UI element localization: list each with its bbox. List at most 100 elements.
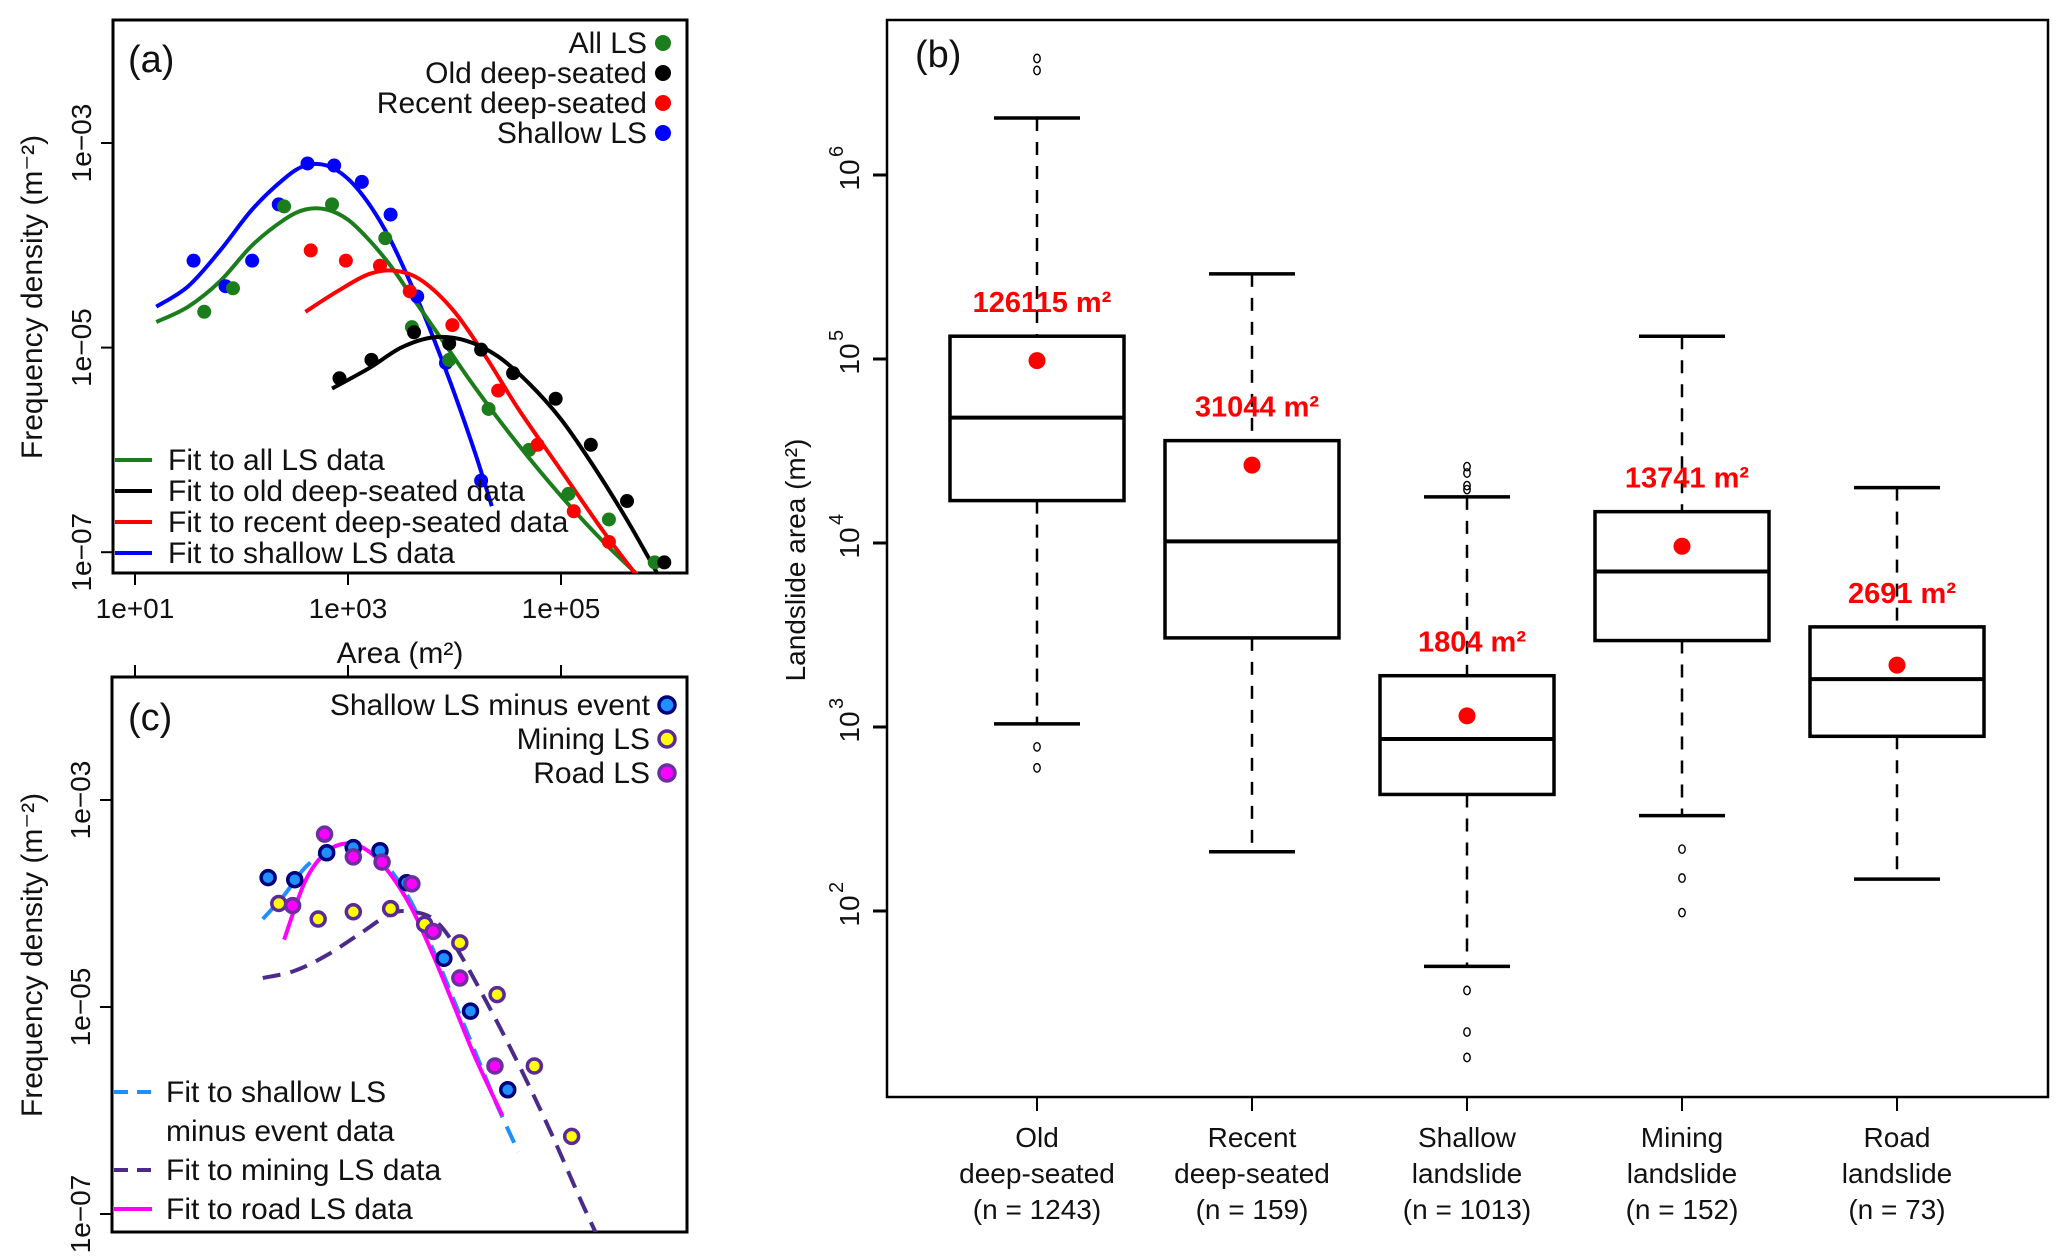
y-tick-label: 105 bbox=[826, 330, 865, 375]
panel-b-frame bbox=[885, 18, 2050, 1099]
data-point bbox=[601, 512, 616, 527]
y-tick-label: 1e−07 bbox=[65, 1175, 96, 1254]
data-point bbox=[245, 253, 260, 268]
data-point bbox=[474, 473, 489, 488]
y-tick-exponent: 4 bbox=[826, 514, 848, 525]
legend-line-label: Fit to all LS data bbox=[168, 444, 385, 477]
y-tick-label: 1e−07 bbox=[66, 513, 97, 592]
outlier-point bbox=[1463, 468, 1471, 478]
y-tick-base: 10 bbox=[834, 711, 865, 742]
data-point bbox=[300, 156, 315, 171]
data-point bbox=[561, 486, 576, 501]
legend-marker bbox=[655, 95, 671, 111]
mean-label: 1804 m² bbox=[1418, 627, 1526, 659]
y-tick-label: 102 bbox=[826, 882, 865, 927]
data-point bbox=[530, 437, 545, 452]
data-point bbox=[435, 949, 453, 968]
data-point bbox=[548, 391, 563, 406]
legend-line-label: Fit to shallow LS bbox=[166, 1076, 386, 1109]
legend-label: Old deep-seated bbox=[425, 57, 647, 90]
y-tick-label: 1e−05 bbox=[66, 308, 97, 387]
fit-line-fit-to-shallow-ls-data bbox=[155, 161, 494, 507]
data-point bbox=[403, 875, 421, 893]
y-tick-base: 10 bbox=[834, 343, 865, 374]
legend-marker bbox=[657, 729, 677, 749]
x-tick-label: Old bbox=[1015, 1122, 1059, 1153]
data-point bbox=[325, 197, 340, 212]
legend-label: Shallow LS minus event bbox=[330, 689, 651, 722]
y-tick-base: 10 bbox=[834, 159, 865, 190]
data-point bbox=[327, 158, 342, 173]
x-tick-label: landslide bbox=[1842, 1158, 1953, 1189]
data-point bbox=[286, 870, 304, 889]
outlier-point bbox=[1463, 1052, 1471, 1063]
x-tick-label: 1e+03 bbox=[309, 593, 388, 624]
legend-label: All LS bbox=[569, 27, 647, 60]
mean-label: 31044 m² bbox=[1195, 392, 1319, 424]
data-point bbox=[402, 284, 417, 299]
outlier-point bbox=[1463, 461, 1471, 472]
legend-line-label: Fit to old deep-seated data bbox=[168, 475, 525, 508]
outlier-point bbox=[1463, 985, 1471, 996]
legend-line-label: Fit to recent deep-seated data bbox=[168, 506, 569, 539]
x-tick-label: 1e+05 bbox=[522, 593, 601, 624]
panel-b-label: (b) bbox=[915, 34, 961, 76]
legend-label: Mining LS bbox=[517, 723, 650, 756]
box-group: 13741 m² bbox=[1593, 334, 1771, 918]
fit-line-fit-to-shallow-ls-minus-event-data bbox=[261, 844, 521, 1153]
iqr-box bbox=[1593, 509, 1771, 643]
data-point bbox=[451, 969, 469, 987]
y-tick-exponent: 2 bbox=[826, 882, 848, 893]
mean-point bbox=[1028, 352, 1046, 370]
panel-c-y-axis-label: Frequency density (m⁻²) bbox=[16, 793, 49, 1117]
mean-label: 13741 m² bbox=[1625, 463, 1749, 495]
data-point bbox=[259, 868, 277, 887]
data-point bbox=[317, 844, 336, 862]
data-point bbox=[474, 342, 489, 357]
legend-marker bbox=[655, 125, 671, 141]
outlier-point bbox=[1033, 53, 1041, 64]
data-point bbox=[381, 899, 400, 918]
box-group: 31044 m² bbox=[1163, 272, 1341, 854]
iqr-box bbox=[1378, 673, 1556, 797]
data-point bbox=[601, 534, 616, 549]
outlier-point bbox=[1033, 65, 1041, 76]
mean-label: 126115 m² bbox=[973, 287, 1112, 319]
data-point bbox=[354, 174, 369, 189]
legend-line-label: minus event data bbox=[166, 1115, 395, 1148]
legend-label: Recent deep-seated bbox=[377, 87, 647, 120]
data-point bbox=[488, 985, 506, 1004]
y-tick-exponent: 3 bbox=[826, 698, 848, 709]
x-tick-label: (n = 1013) bbox=[1403, 1194, 1531, 1225]
data-point bbox=[344, 848, 363, 866]
legend-marker bbox=[655, 65, 671, 81]
legend-label: Road LS bbox=[533, 757, 650, 790]
legend-line-label: Fit to shallow LS data bbox=[168, 537, 455, 570]
legend-label: Shallow LS bbox=[497, 117, 647, 150]
outlier-point bbox=[1033, 741, 1041, 752]
data-point bbox=[506, 366, 521, 381]
mean-point bbox=[1243, 456, 1261, 474]
mean-point bbox=[1673, 537, 1691, 555]
x-tick-label: deep-seated bbox=[1174, 1158, 1330, 1189]
panel-a-chart: (a) Frequency density (m⁻²) Area (m²) 1e… bbox=[16, 18, 689, 670]
x-tick-label: (n = 73) bbox=[1848, 1194, 1945, 1225]
data-point bbox=[407, 325, 422, 340]
legend-line-label: Fit to road LS data bbox=[166, 1193, 413, 1226]
x-tick-label: (n = 152) bbox=[1626, 1194, 1739, 1225]
y-tick-label: 1e−03 bbox=[65, 761, 96, 840]
data-point bbox=[283, 896, 302, 915]
data-point bbox=[647, 555, 662, 570]
outlier-point bbox=[1033, 762, 1041, 773]
legend-marker bbox=[657, 763, 677, 783]
y-tick-exponent: 5 bbox=[826, 330, 848, 341]
box-group: 126115 m² bbox=[948, 53, 1126, 773]
x-tick-label: (n = 1243) bbox=[973, 1194, 1101, 1225]
x-tick-label: (n = 159) bbox=[1196, 1194, 1309, 1225]
data-point bbox=[491, 383, 506, 398]
x-tick-label: 1e+01 bbox=[96, 593, 175, 624]
data-point bbox=[566, 504, 581, 519]
x-tick-label: Shallow bbox=[1418, 1122, 1517, 1153]
data-point bbox=[344, 903, 363, 921]
